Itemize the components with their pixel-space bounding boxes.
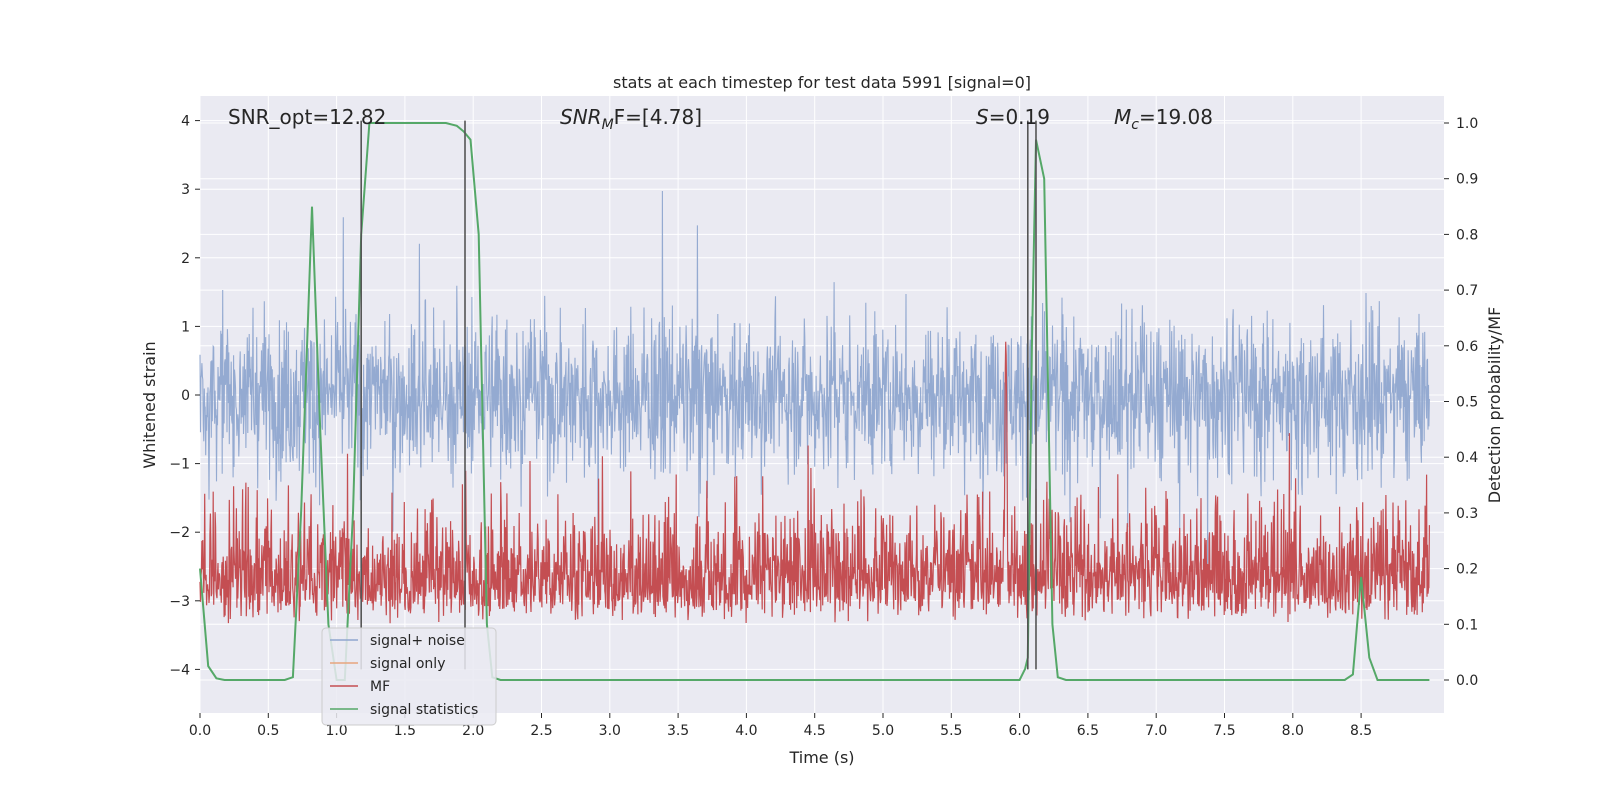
y-right-tick-label: 0.6 (1456, 339, 1478, 355)
annotation-mc-var: M (1114, 105, 1131, 129)
x-tick-label: 8.0 (1282, 723, 1304, 739)
x-tick-label: 1.0 (325, 723, 347, 739)
x-tick-label: 4.5 (804, 723, 826, 739)
annotation-snr-mf-base: SNR (560, 105, 602, 129)
x-tick-label: 0.0 (189, 723, 211, 739)
y-right-tick-label: 0.9 (1456, 172, 1478, 188)
x-tick-label: 2.0 (462, 723, 484, 739)
x-axis-label: Time (s) (788, 748, 854, 767)
y-tick-label: −4 (169, 662, 190, 678)
annotation-snr-mf-sub: M (602, 117, 614, 133)
x-tick-label: 3.0 (599, 723, 621, 739)
y-tick-label: 4 (181, 114, 190, 130)
annotation-snr-opt: SNR_opt=12.82 (228, 105, 386, 129)
y-tick-label: −1 (169, 457, 190, 473)
x-tick-label: 8.5 (1350, 723, 1372, 739)
x-tick-label: 6.5 (1077, 723, 1099, 739)
annotation-mc: Mc=19.08 (1114, 105, 1213, 133)
vertical-markers (360, 120, 1037, 670)
y-right-tick-label: 0.0 (1456, 673, 1478, 689)
y-right-tick-label: 0.7 (1456, 283, 1478, 299)
x-tick-label: 2.5 (530, 723, 552, 739)
y-tick-label: 3 (181, 182, 190, 198)
legend-frame (321, 627, 497, 726)
y-tick-label: −3 (169, 594, 190, 610)
series-signal-noise (199, 190, 1430, 583)
annotation-snr-mf: SNRMF=[4.78] (560, 105, 702, 133)
legend-label-signal-only: signal only (370, 656, 445, 672)
annotation-s-var: S (976, 105, 989, 129)
x-tick-label: 6.0 (1008, 723, 1030, 739)
chart-title: stats at each timestep for test data 599… (613, 73, 1031, 92)
y-axis-label: Whitened strain (140, 341, 159, 468)
x-tick-label: 7.5 (1213, 723, 1235, 739)
y-right-tick-label: 0.2 (1456, 562, 1478, 578)
y-right-tick-label: 0.8 (1456, 227, 1478, 243)
annotation-mc-sub: c (1131, 117, 1139, 133)
annotation-s-rest: =0.19 (989, 105, 1050, 129)
y-tick-label: −2 (169, 525, 190, 541)
y-right-axis-label: Detection probability/MF (1485, 307, 1504, 504)
y-right-tick-label: 0.4 (1456, 450, 1478, 466)
noise-line (199, 190, 1430, 583)
y-tick-label: 2 (181, 251, 190, 267)
y-right-tick-label: 0.1 (1456, 617, 1478, 633)
x-tick-label: 7.0 (1145, 723, 1167, 739)
y-right-tick-label: 0.3 (1456, 506, 1478, 522)
legend-label-noise: signal+ noise (370, 633, 465, 649)
tick-labels: 0.0 0.5 1.0 1.5 2.0 2.5 3.0 3.5 4.0 4.5 5.0 5.5 6.0 6… (169, 114, 1478, 739)
y-right-tick-label: 0.5 (1456, 395, 1478, 411)
x-tick-label: 5.0 (872, 723, 894, 739)
y-tick-label: 0 (181, 388, 190, 404)
legend-label-stat: signal statistics (370, 702, 478, 718)
x-tick-label: 0.5 (257, 723, 279, 739)
x-tick-label: 1.5 (394, 723, 416, 739)
legend-label-mf: MF (370, 679, 390, 695)
legend: signal+ noise signal only MF signal stat… (321, 627, 497, 726)
y-right-tick-label: 1.0 (1456, 116, 1478, 132)
annotation-mc-rest: =19.08 (1139, 105, 1213, 129)
annotation-snr-mf-rest: F=[4.78] (614, 105, 702, 129)
x-tick-label: 3.5 (667, 723, 689, 739)
mf-line (199, 341, 1430, 624)
x-tick-label: 5.5 (940, 723, 962, 739)
y-tick-label: 1 (181, 319, 190, 335)
x-tick-label: 4.0 (735, 723, 757, 739)
annotation-s: S=0.19 (976, 105, 1050, 129)
series-mf (199, 341, 1430, 624)
